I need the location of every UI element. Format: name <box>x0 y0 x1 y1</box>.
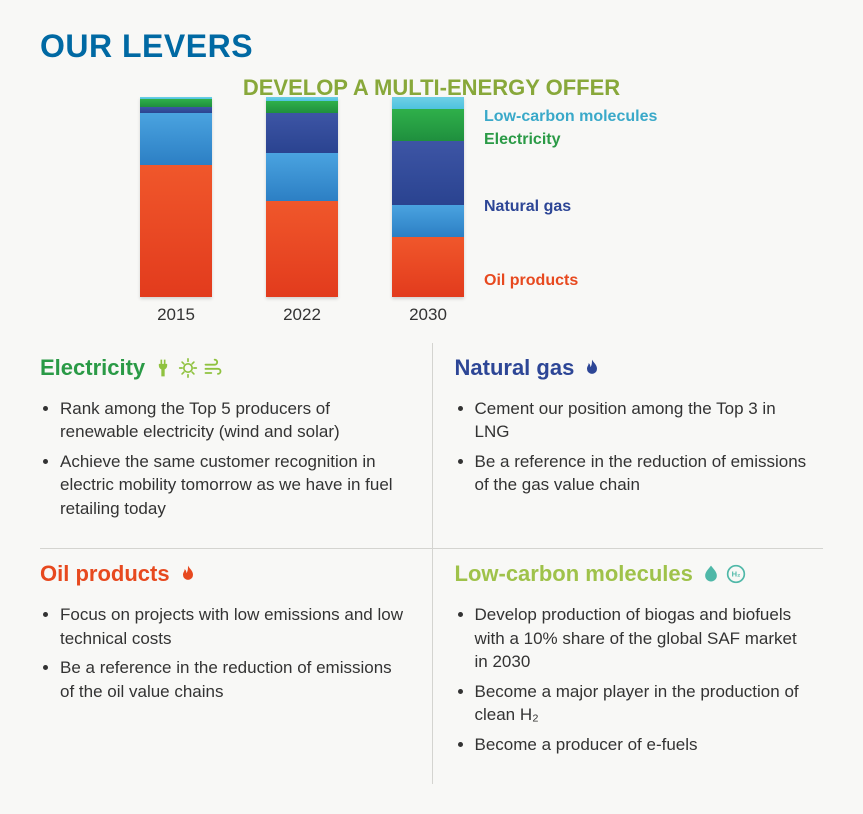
bar-segment-electricity <box>140 99 212 107</box>
quadrant-title: Electricity <box>40 355 145 381</box>
bullet-list: Rank among the Top 5 producers of renewa… <box>40 397 410 520</box>
bar-segment-electricity <box>392 109 464 141</box>
quadrant-grid: Electricity Rank among the Top 5 produce… <box>40 343 823 784</box>
quadrant-title: Low-carbon molecules <box>455 561 693 587</box>
bar-segment-gas_light <box>392 205 464 237</box>
svg-text:H₂: H₂ <box>732 570 741 579</box>
bar-segment-electricity <box>266 101 338 113</box>
quadrant-oil: Oil products Focus on projects with low … <box>40 549 432 784</box>
bar-segment-natural_gas <box>392 141 464 205</box>
bar-column: 2022 <box>266 97 338 325</box>
bar-column: 2030 <box>392 97 464 325</box>
legend-item-natural_gas: Natural gas <box>484 197 657 216</box>
bullet-list: Focus on projects with low emissions and… <box>40 603 410 703</box>
bar-segment-oil <box>266 201 338 297</box>
bar-segment-oil <box>140 165 212 297</box>
oil-icons <box>178 564 198 584</box>
bullet-item: Become a producer of e-fuels <box>475 733 808 756</box>
naturalgas-icons <box>582 358 602 378</box>
bar-segment-low_carbon <box>392 97 464 109</box>
lowcarbon-icons: H₂ <box>701 564 746 584</box>
bar-segment-gas_light <box>140 113 212 165</box>
bullet-item: Achieve the same customer recognition in… <box>60 450 410 520</box>
plug-icon <box>153 358 173 378</box>
bar-category-label: 2022 <box>283 305 321 325</box>
quadrant-electricity: Electricity Rank among the Top 5 produce… <box>40 343 432 549</box>
bar-segment-oil <box>392 237 464 297</box>
bar-category-label: 2015 <box>157 305 195 325</box>
page-title: OUR LEVERS <box>40 28 823 65</box>
quadrant-low-carbon: Low-carbon molecules H₂ Develop producti… <box>432 549 824 784</box>
bullet-item: Be a reference in the reduction of emiss… <box>475 450 808 497</box>
quadrant-title: Oil products <box>40 561 170 587</box>
bullet-item: Cement our position among the Top 3 in L… <box>475 397 808 444</box>
bullet-item: Be a reference in the reduction of emiss… <box>60 656 410 703</box>
bar-segment-natural_gas <box>266 113 338 153</box>
bullet-list: Develop production of biogas and biofuel… <box>455 603 808 756</box>
bullet-item: Rank among the Top 5 producers of renewa… <box>60 397 410 444</box>
quadrant-natural-gas: Natural gas Cement our position among th… <box>432 343 824 549</box>
h2-icon: H₂ <box>726 564 746 584</box>
bar-segment-gas_light <box>266 153 338 201</box>
wind-icon <box>203 358 223 378</box>
chart: 2015 2022 2030 Low-carbon molecules Electri… <box>40 105 823 325</box>
sun-icon <box>178 358 198 378</box>
bullet-item: Develop production of biogas and biofuel… <box>475 603 808 673</box>
bullet-list: Cement our position among the Top 3 in L… <box>455 397 808 497</box>
bar <box>266 97 338 297</box>
bar <box>140 97 212 297</box>
legend-item-low_carbon: Low-carbon molecules <box>484 107 657 126</box>
bullet-item: Become a major player in the production … <box>475 680 808 727</box>
legend: Low-carbon molecules Electricity Natural g… <box>484 107 657 290</box>
flame-blue-icon <box>582 358 602 378</box>
bullet-item: Focus on projects with low emissions and… <box>60 603 410 650</box>
quadrant-title: Natural gas <box>455 355 575 381</box>
legend-item-electricity: Electricity <box>484 130 657 149</box>
bar-column: 2015 <box>140 97 212 325</box>
flame-red-icon <box>178 564 198 584</box>
electricity-icons <box>153 358 223 378</box>
bar <box>392 97 464 297</box>
leaf-drop-icon <box>701 564 721 584</box>
legend-item-oil: Oil products <box>484 271 657 290</box>
bar-category-label: 2030 <box>409 305 447 325</box>
